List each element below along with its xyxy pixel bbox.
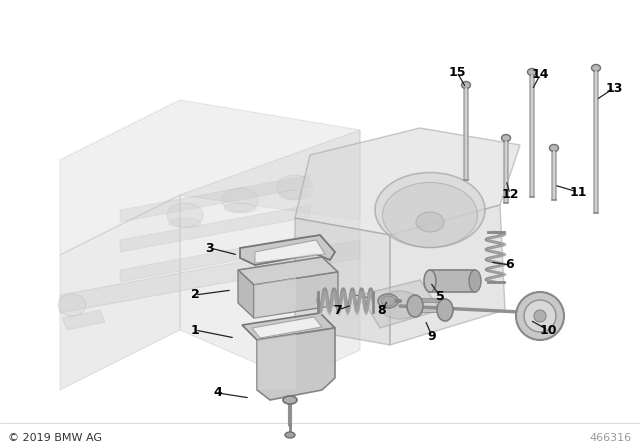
Polygon shape	[62, 310, 105, 330]
Ellipse shape	[437, 299, 453, 321]
Polygon shape	[238, 270, 254, 318]
Ellipse shape	[591, 65, 600, 72]
Polygon shape	[242, 313, 335, 340]
Polygon shape	[120, 175, 310, 222]
Ellipse shape	[169, 218, 201, 228]
Ellipse shape	[527, 69, 536, 76]
Ellipse shape	[516, 292, 564, 340]
Text: © 2019 BMW AG: © 2019 BMW AG	[8, 433, 102, 443]
Text: 8: 8	[378, 303, 387, 316]
Text: 9: 9	[428, 329, 436, 343]
Ellipse shape	[375, 172, 485, 247]
Polygon shape	[360, 280, 440, 328]
Text: 15: 15	[448, 65, 466, 78]
Ellipse shape	[534, 310, 546, 322]
Text: 3: 3	[205, 241, 214, 254]
Ellipse shape	[167, 203, 203, 227]
Text: 7: 7	[333, 303, 342, 316]
Ellipse shape	[279, 190, 311, 200]
Ellipse shape	[524, 300, 556, 332]
Text: 4: 4	[214, 387, 222, 400]
Polygon shape	[60, 240, 360, 313]
Text: 466316: 466316	[590, 433, 632, 443]
Text: 13: 13	[605, 82, 623, 95]
Ellipse shape	[378, 294, 398, 308]
Ellipse shape	[379, 291, 421, 319]
Polygon shape	[252, 317, 322, 338]
Text: 10: 10	[540, 323, 557, 336]
Polygon shape	[60, 195, 180, 390]
Bar	[430, 270, 475, 292]
Ellipse shape	[224, 203, 256, 213]
Text: 5: 5	[436, 289, 444, 302]
Text: 14: 14	[531, 69, 548, 82]
Ellipse shape	[424, 270, 436, 292]
Polygon shape	[257, 328, 335, 400]
Text: 12: 12	[501, 188, 519, 201]
Ellipse shape	[383, 182, 477, 247]
Polygon shape	[254, 272, 338, 318]
Text: 2: 2	[191, 289, 200, 302]
Polygon shape	[240, 235, 335, 265]
Ellipse shape	[283, 396, 297, 404]
Ellipse shape	[469, 270, 481, 292]
Ellipse shape	[416, 212, 444, 232]
Ellipse shape	[461, 82, 470, 89]
Ellipse shape	[285, 432, 295, 438]
Ellipse shape	[407, 295, 423, 317]
Ellipse shape	[381, 296, 395, 306]
Polygon shape	[120, 205, 310, 252]
Ellipse shape	[277, 175, 313, 199]
Polygon shape	[295, 218, 390, 345]
Polygon shape	[295, 128, 520, 235]
Bar	[415, 308, 445, 312]
Text: 11: 11	[569, 185, 587, 198]
Polygon shape	[254, 278, 296, 318]
Text: 1: 1	[191, 323, 200, 336]
Polygon shape	[238, 257, 338, 285]
Polygon shape	[255, 240, 325, 263]
Ellipse shape	[222, 188, 258, 212]
Ellipse shape	[502, 134, 511, 142]
Polygon shape	[120, 235, 310, 282]
Ellipse shape	[550, 145, 559, 151]
Ellipse shape	[58, 294, 86, 316]
Polygon shape	[257, 334, 296, 390]
Text: 6: 6	[506, 258, 515, 271]
Polygon shape	[60, 100, 360, 255]
Polygon shape	[390, 205, 505, 345]
Polygon shape	[180, 130, 360, 380]
Bar	[415, 298, 445, 302]
